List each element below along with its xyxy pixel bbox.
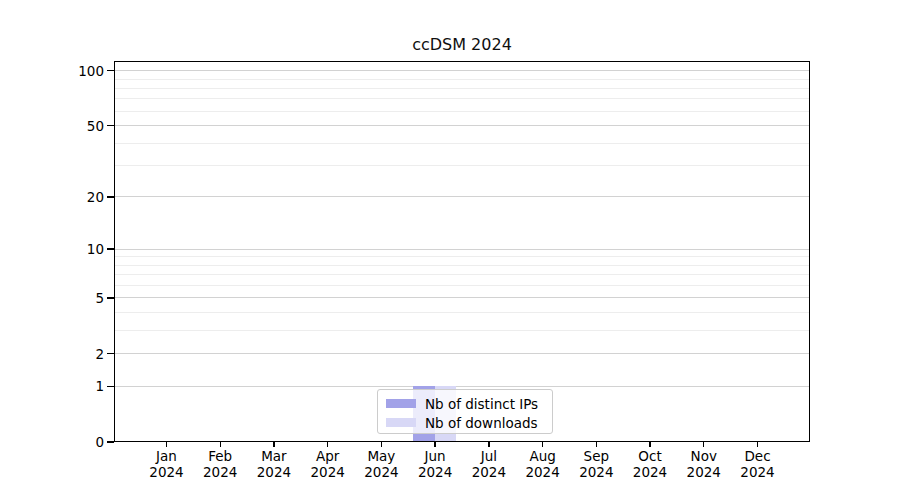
gridline-minor-4 (115, 312, 809, 313)
x-tick-jun (434, 442, 435, 447)
y-tick-0 (107, 441, 114, 442)
plot-area: Nb of distinct IPs Nb of downloads (114, 61, 810, 442)
x-tick-label-dec: Dec2024 (723, 448, 793, 480)
gridline-major-2 (115, 353, 809, 354)
gridline-minor-60 (115, 111, 809, 112)
y-tick-50 (107, 125, 114, 126)
y-tick-label-100: 100 (44, 62, 104, 80)
x-tick-may (381, 442, 382, 447)
gridline-major-50 (115, 125, 809, 126)
gridline-major-10 (115, 249, 809, 250)
x-tick-feb (220, 442, 221, 447)
gridline-major-100 (115, 70, 809, 71)
y-tick-20 (107, 196, 114, 197)
gridline-minor-30 (115, 165, 809, 166)
gridline-minor-70 (115, 98, 809, 99)
legend-item-distinct-ips: Nb of distinct IPs (386, 394, 552, 413)
x-tick-label-month: Dec (723, 448, 793, 464)
y-tick-label-50: 50 (44, 117, 104, 135)
gridline-major-5 (115, 297, 809, 298)
gridline-major-1 (115, 386, 809, 387)
gridline-minor-6 (115, 285, 809, 286)
y-tick-1 (107, 386, 114, 387)
x-tick-oct (649, 442, 650, 447)
x-tick-jan (166, 442, 167, 447)
y-tick-label-10: 10 (44, 240, 104, 258)
gridline-minor-7 (115, 274, 809, 275)
y-tick-100 (107, 70, 114, 71)
gridline-major-20 (115, 196, 809, 197)
chart-figure: ccDSM 2024 Nb of distinct IPs Nb of downl… (0, 0, 900, 500)
gridline-minor-90 (115, 79, 809, 80)
legend-label: Nb of distinct IPs (425, 396, 538, 412)
x-tick-label-year: 2024 (723, 464, 793, 480)
y-tick-label-1: 1 (44, 377, 104, 395)
y-tick-2 (107, 353, 114, 354)
y-tick-label-0: 0 (44, 433, 104, 451)
x-tick-mar (273, 442, 274, 447)
y-tick-5 (107, 297, 114, 298)
legend-swatch-downloads (386, 418, 416, 427)
legend-item-downloads: Nb of downloads (386, 413, 552, 432)
x-tick-sep (596, 442, 597, 447)
y-tick-label-5: 5 (44, 289, 104, 307)
chart-title: ccDSM 2024 (114, 35, 810, 54)
y-tick-10 (107, 248, 114, 249)
y-tick-label-2: 2 (44, 345, 104, 363)
x-tick-dec (757, 442, 758, 447)
gridline-minor-9 (115, 256, 809, 257)
legend-swatch-distinct-ips (386, 399, 416, 408)
legend: Nb of distinct IPs Nb of downloads (377, 389, 553, 434)
gridline-minor-8 (115, 265, 809, 266)
gridline-minor-3 (115, 330, 809, 331)
gridline-minor-40 (115, 143, 809, 144)
x-tick-apr (327, 442, 328, 447)
gridline-minor-80 (115, 88, 809, 89)
x-tick-aug (542, 442, 543, 447)
x-tick-jul (488, 442, 489, 447)
x-tick-nov (703, 442, 704, 447)
legend-label: Nb of downloads (425, 415, 538, 431)
y-tick-label-20: 20 (44, 188, 104, 206)
